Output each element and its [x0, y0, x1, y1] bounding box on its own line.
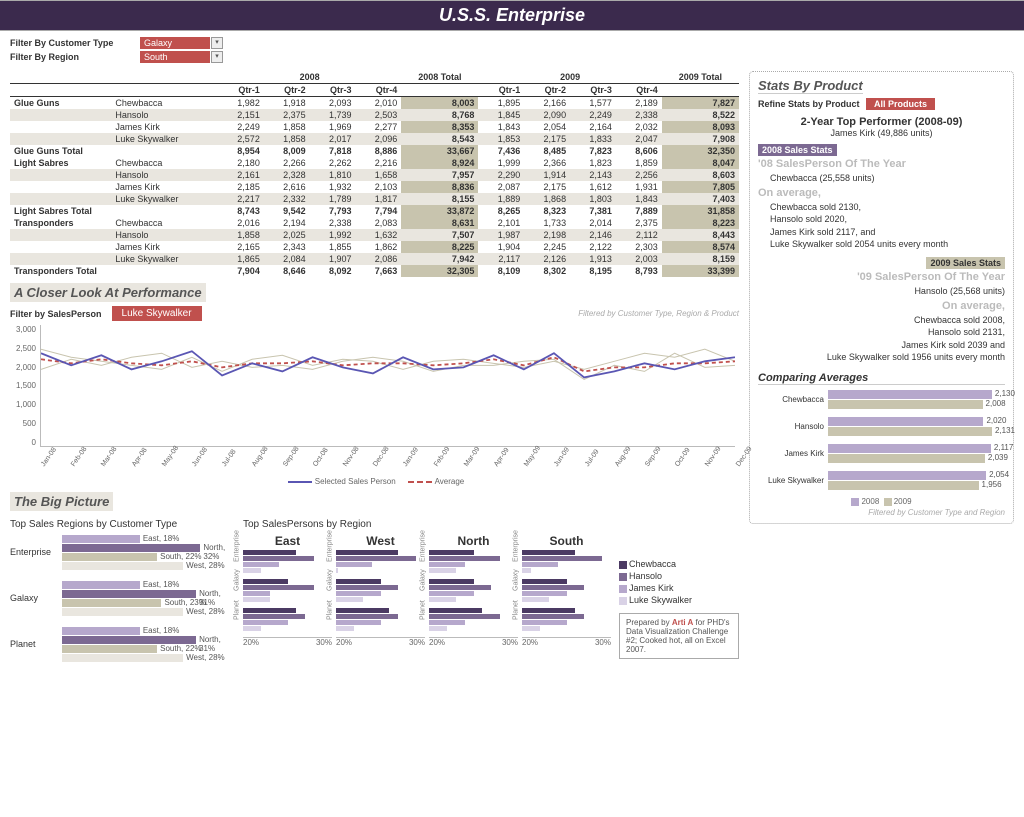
region-block: GalaxyEast, 18%North, 31%South, 23%West,… [10, 580, 235, 616]
refine-label: Refine Stats by Product [758, 99, 860, 109]
page-title: U.S.S. Enterprise [0, 0, 1024, 31]
filter-customer-dropdown-icon[interactable]: ▾ [211, 37, 223, 49]
performance-chart: 3,0002,5002,0001,5001,0005000 Jan-08Feb-… [10, 325, 739, 465]
big-picture-title: The Big Picture [10, 492, 113, 511]
perf-filter-select[interactable]: Luke Skywalker [112, 306, 202, 321]
spoty08-head: '08 SalesPerson Of The Year [758, 158, 1005, 170]
filter-customer-label: Filter By Customer Type [10, 38, 140, 48]
footer-note: Prepared by Arti A for PHD's Data Visual… [619, 613, 739, 659]
spoty09-head: '09 SalesPerson Of The Year [758, 271, 1005, 283]
filter-customer-type[interactable]: Galaxy [140, 37, 210, 49]
cmp-row: Luke Skywalker2,0541,956 [758, 470, 1005, 491]
top-performer-title: 2-Year Top Performer (2008-09) [758, 116, 1005, 128]
filter-region-dropdown-icon[interactable]: ▾ [211, 51, 223, 63]
bp-right-title: Top SalesPersons by Region [243, 519, 611, 530]
refine-select[interactable]: All Products [866, 98, 935, 110]
filters-block: Filter By Customer Type Galaxy ▾ Filter … [10, 37, 1014, 63]
cmp-row: James Kirk2,1172,039 [758, 443, 1005, 464]
sp-region-col: NorthEnterpriseGalaxyPlanet20%30% [429, 534, 518, 647]
perf-note: Filtered by Customer Type, Region & Prod… [578, 309, 739, 318]
sales-table: 20082008 Total20092009 TotalQtr-1Qtr-2Qt… [10, 71, 739, 277]
cmp-row: Chewbacca2,1302,008 [758, 389, 1005, 410]
perf-legend: Selected Sales Person Average [10, 477, 739, 486]
stats-panel: Stats By Product Refine Stats by Product… [749, 71, 1014, 524]
region-block: PlanetEast, 18%North, 31%South, 22%West,… [10, 626, 235, 662]
avg09-head: On average, [758, 300, 1005, 312]
region-block: EnterpriseEast, 18%North, 32%South, 22%W… [10, 534, 235, 570]
bp-left-title: Top Sales Regions by Customer Type [10, 519, 235, 530]
spoty09-value: Hansolo (25,568 units) [758, 285, 1005, 298]
cmp-note: Filtered by Customer Type and Region [758, 508, 1005, 517]
perf-section-title: A Closer Look At Performance [10, 283, 206, 302]
avg08-head: On average, [758, 187, 1005, 199]
spoty08-value: Chewbacca (25,558 units) [758, 172, 1005, 185]
perf-filter-label: Filter by SalesPerson [10, 309, 102, 319]
top-performer-value: James Kirk (49,886 units) [758, 128, 1005, 138]
sp-region-col: WestEnterpriseGalaxyPlanet20%30% [336, 534, 425, 647]
filter-region[interactable]: South [140, 51, 210, 63]
tag-2008: 2008 Sales Stats [758, 144, 837, 156]
cmp-title: Comparing Averages [758, 372, 1005, 385]
filter-region-label: Filter By Region [10, 52, 140, 62]
sp-region-col: EastEnterpriseGalaxyPlanet20%30% [243, 534, 332, 647]
tag-2009: 2009 Sales Stats [926, 257, 1005, 269]
cmp-row: Hansolo2,0202,131 [758, 416, 1005, 437]
stats-title: Stats By Product [758, 78, 863, 94]
sp-region-col: SouthEnterpriseGalaxyPlanet20%30% [522, 534, 611, 647]
